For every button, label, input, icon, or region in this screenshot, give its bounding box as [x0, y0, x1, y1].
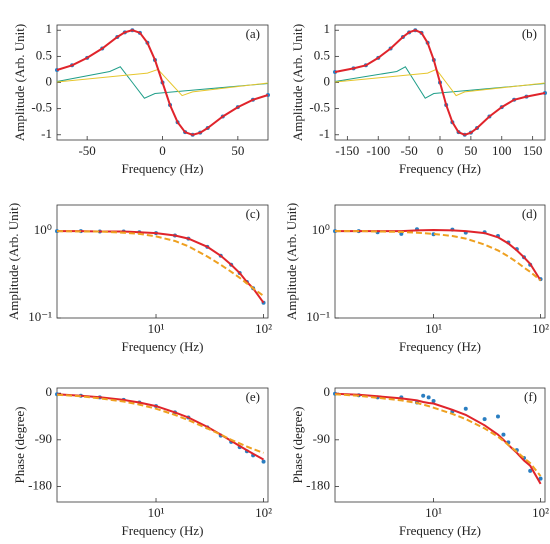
x-tick-label: 10¹ [425, 505, 442, 520]
y-tick-label: -1 [41, 126, 52, 141]
curve [334, 29, 546, 136]
data-point [261, 459, 266, 464]
y-tick-label: -0.5 [309, 100, 330, 115]
y-tick-label: -180 [306, 477, 330, 492]
dashed-curve [334, 393, 542, 477]
curve [56, 66, 269, 99]
x-tick-label: 10¹ [425, 321, 442, 336]
curve [56, 393, 264, 461]
y-axis-label: Phase (degree) [290, 407, 305, 484]
data-point [538, 476, 543, 481]
curve [335, 228, 542, 282]
curve [56, 29, 269, 136]
x-tick-label: 0 [159, 143, 166, 158]
x-tick-label: -150 [335, 143, 359, 158]
x-axis-label: Frequency (Hz) [122, 339, 204, 354]
data-point [463, 406, 468, 411]
x-tick-label: 50 [231, 143, 244, 158]
y-tick-label: 10⁻¹ [28, 309, 52, 324]
x-tick-label: 50 [464, 143, 477, 158]
x-axis-label: Frequency (Hz) [122, 523, 204, 538]
panel-label: (d) [522, 206, 537, 221]
plot-frame [334, 387, 546, 503]
y-axis-label: Amplitude (Arb. Unit) [284, 203, 299, 320]
x-axis-label: Frequency (Hz) [399, 161, 481, 176]
plot-frame [334, 204, 546, 319]
x-tick-label: 0 [437, 143, 444, 158]
y-tick-label: 0.5 [314, 47, 330, 62]
x-tick-label: 10² [532, 505, 549, 520]
data-point [426, 395, 431, 400]
y-tick-label: 1 [324, 21, 331, 36]
x-tick-label: 100 [492, 143, 512, 158]
y-tick-label: 0 [46, 384, 53, 399]
curve [334, 66, 546, 99]
data-point [421, 393, 426, 398]
y-axis-label: Amplitude (Arb. Unit) [12, 24, 27, 141]
x-tick-label: -50 [78, 143, 95, 158]
curve [56, 68, 269, 97]
curve [334, 392, 542, 485]
x-tick-label: 10² [255, 321, 272, 336]
x-axis-label: Frequency (Hz) [399, 339, 481, 354]
y-tick-label: 0 [324, 384, 331, 399]
panel-label: (a) [246, 26, 260, 41]
x-tick-label: 10¹ [148, 505, 165, 520]
curve [57, 230, 265, 304]
y-tick-label: -1 [319, 126, 330, 141]
curve [334, 68, 546, 97]
x-tick-label: 10² [255, 505, 272, 520]
x-tick-label: 10¹ [148, 321, 165, 336]
data-point [495, 414, 500, 419]
y-tick-label: -90 [35, 431, 52, 446]
x-tick-label: -50 [400, 143, 417, 158]
y-tick-label: -0.5 [31, 100, 52, 115]
dashed-curve [56, 230, 265, 297]
y-tick-label: -90 [313, 431, 330, 446]
y-tick-label: -180 [28, 477, 52, 492]
panel-label: (c) [246, 206, 260, 221]
y-axis-label: Phase (degree) [12, 407, 27, 484]
x-axis-label: Frequency (Hz) [122, 161, 204, 176]
dashed-curve [335, 230, 542, 282]
panel-label: (f) [524, 389, 537, 404]
y-tick-label: 10⁰ [34, 222, 52, 237]
plot-frame [56, 387, 269, 503]
x-tick-label: 10² [532, 321, 549, 336]
panel-label: (b) [522, 26, 537, 41]
y-tick-label: 0.5 [36, 47, 52, 62]
panel-label: (e) [246, 389, 260, 404]
x-tick-label: -100 [366, 143, 390, 158]
plot-frame [56, 204, 269, 319]
x-tick-label: 150 [523, 143, 543, 158]
data-point [482, 417, 487, 422]
x-axis-label: Frequency (Hz) [399, 523, 481, 538]
y-tick-label: 10⁻¹ [306, 309, 330, 324]
data-point [431, 398, 436, 403]
y-axis-label: Amplitude (Arb. Unit) [290, 24, 305, 141]
y-tick-label: 10⁰ [312, 222, 330, 237]
y-axis-label: Amplitude (Arb. Unit) [6, 203, 21, 320]
data-point [501, 432, 506, 437]
y-tick-label: 0 [324, 73, 331, 88]
dashed-curve [56, 393, 264, 454]
y-tick-label: 0 [46, 73, 53, 88]
data-point [528, 468, 533, 473]
y-tick-label: 1 [46, 21, 53, 36]
